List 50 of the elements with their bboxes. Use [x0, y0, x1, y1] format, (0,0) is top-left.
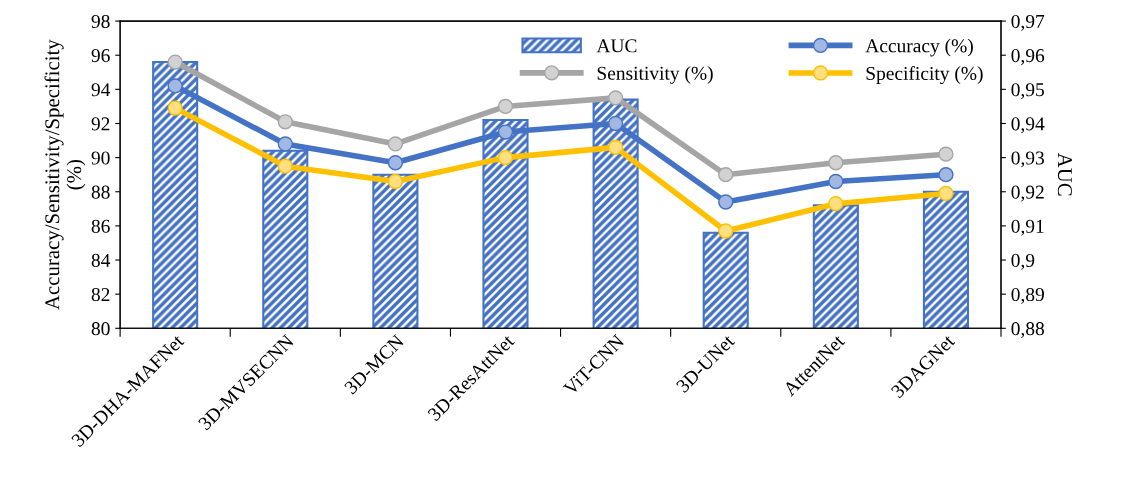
- point: [938, 146, 954, 162]
- point: [938, 167, 954, 183]
- y-tick-label: 96: [91, 49, 110, 63]
- y-tick-label: 92: [91, 117, 110, 131]
- y-tick-label: 86: [91, 219, 110, 233]
- y2-tick-label: 0,9: [1011, 253, 1035, 270]
- point: [497, 98, 514, 115]
- point: [387, 173, 404, 190]
- y2-tick-label: 0,96: [1011, 49, 1045, 65]
- legend-label: Accuracy (%): [865, 38, 973, 57]
- point: [497, 149, 514, 166]
- point: [277, 114, 293, 130]
- y2-tick-label: 0,89: [1011, 287, 1044, 304]
- point: [828, 173, 844, 190]
- y-tick-label: 90: [91, 151, 110, 165]
- legend-label: AUC: [596, 39, 637, 53]
- point: [828, 155, 844, 171]
- y2-tick-label: 0,97: [1011, 14, 1045, 31]
- point: [167, 54, 183, 70]
- y2-tick-label: 0,88: [1011, 322, 1045, 339]
- y-tick-label: 88: [91, 185, 110, 199]
- point: [607, 115, 624, 132]
- point: [167, 78, 183, 94]
- point: [497, 124, 514, 140]
- point: [718, 223, 734, 239]
- point: [277, 158, 293, 174]
- point: [718, 194, 734, 210]
- point: [277, 136, 293, 152]
- y2-axis-title: AUC: [1057, 152, 1072, 196]
- y2-tick-label: 0,93: [1011, 151, 1044, 168]
- y-tick-label: 80: [91, 322, 110, 336]
- point: [828, 196, 844, 212]
- y2-tick-label: 0,95: [1011, 83, 1044, 100]
- point: [607, 90, 624, 106]
- point: [387, 136, 404, 152]
- y-tick-label: 84: [91, 253, 111, 267]
- y-tick-label: 98: [91, 14, 110, 29]
- legend-label: Specificity (%): [866, 66, 983, 84]
- point: [607, 139, 624, 156]
- y-tick-label: 82: [91, 287, 110, 302]
- y2-tick-label: 0,92: [1011, 185, 1044, 202]
- point: [938, 185, 954, 202]
- point: [387, 155, 404, 171]
- y-tick-label: 94: [91, 83, 111, 97]
- y2-tick-label: 0,94: [1011, 117, 1045, 134]
- point: [718, 167, 734, 183]
- legend-label: Sensitivity (%): [597, 66, 713, 84]
- y2-tick-label: 0,91: [1011, 219, 1044, 236]
- point: [167, 100, 183, 116]
- y-axis-title: Accuracy/Sensitivity/Specificity (%): [44, 39, 86, 310]
